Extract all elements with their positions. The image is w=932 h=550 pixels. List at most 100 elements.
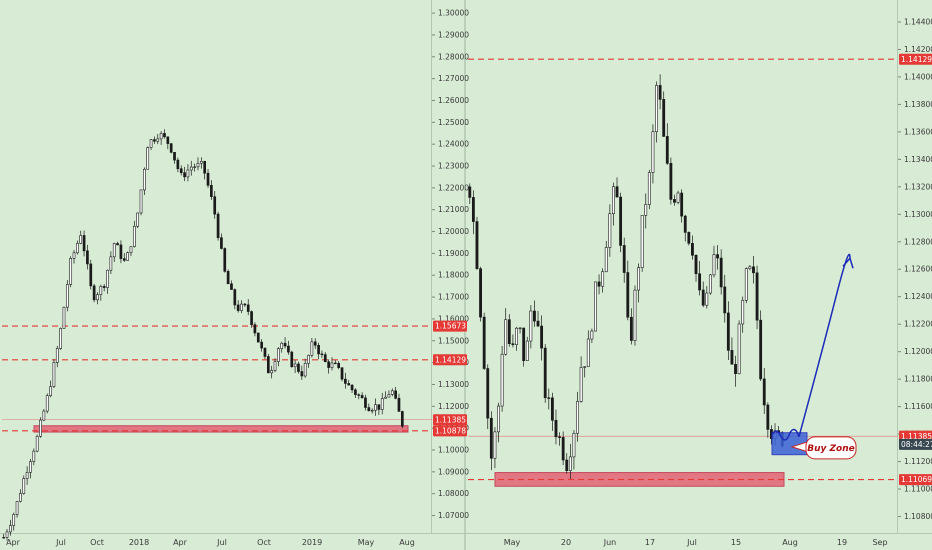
- candle-body: [210, 185, 213, 197]
- x-tick-label: May: [358, 538, 375, 547]
- candle-body: [759, 319, 763, 380]
- y-tick-label: 1.11800: [904, 375, 932, 384]
- candle-body: [698, 273, 702, 291]
- y-tick-label: 1.12000: [438, 402, 469, 411]
- candle-body: [507, 319, 511, 345]
- y-tick-label: 1.10000: [438, 445, 469, 454]
- candle-body: [394, 390, 397, 399]
- price-path-squiggle: [771, 428, 800, 441]
- candle-body: [166, 136, 170, 144]
- candle-body: [206, 172, 210, 186]
- right-chart-pane: Buy Zone 1.14400 1.14200 1.14000 1.13800 1.1…: [468, 17, 932, 547]
- candle-body: [655, 85, 658, 133]
- candle-body: [547, 397, 551, 399]
- candle-body: [65, 284, 69, 308]
- candle-body: [42, 410, 46, 421]
- candle-body: [159, 133, 163, 140]
- candle-body: [240, 303, 243, 311]
- candle-body: [15, 501, 19, 515]
- candle-body: [626, 272, 630, 318]
- candle-body: [644, 204, 648, 216]
- candle-body: [2, 537, 6, 539]
- candle-body: [35, 436, 39, 452]
- candle-body: [360, 395, 364, 399]
- candle-body: [471, 197, 475, 222]
- y-tick-label: 1.13000: [438, 380, 469, 389]
- candle-body: [712, 254, 716, 276]
- candle-body: [96, 294, 99, 301]
- x-tick-label: Aug: [399, 538, 415, 547]
- candle-body: [327, 361, 330, 368]
- y-tick-label: 1.16000: [438, 314, 469, 323]
- candle-body: [330, 362, 334, 368]
- candle-body: [337, 362, 341, 368]
- candle-body: [280, 342, 284, 349]
- candle-body: [5, 531, 9, 538]
- candle-body: [691, 243, 694, 256]
- candle-body: [169, 143, 173, 153]
- candle-body: [482, 316, 486, 369]
- candle-body: [310, 341, 314, 356]
- y-tick-label: 1.17000: [438, 293, 469, 302]
- candle-body: [357, 394, 361, 396]
- candle-body: [676, 192, 680, 203]
- candle-body: [525, 340, 529, 361]
- candle-body: [196, 162, 200, 168]
- candle-body: [29, 461, 32, 473]
- y-tick-label: 1.13400: [904, 155, 932, 164]
- x-tick-label: Jun: [603, 538, 617, 547]
- left-chart-pane: 1.30000 1.29000 1.28000 1.27000 1.26000 1.250…: [2, 9, 469, 547]
- y-tick-label: 1.07000: [438, 511, 469, 520]
- candle-body: [179, 168, 183, 173]
- x-tick-label: Jul: [686, 538, 697, 547]
- candle-body: [665, 136, 669, 164]
- y-tick-label: 1.10800: [904, 512, 932, 521]
- y-tick-label: 1.15000: [438, 336, 469, 345]
- x-tick-label: Aug: [782, 538, 798, 547]
- price-badge-label: 1.10878: [435, 426, 466, 435]
- candle-body: [253, 324, 257, 334]
- candle-body: [340, 367, 344, 380]
- candle-body: [156, 138, 160, 142]
- candle-body: [576, 401, 579, 434]
- candle-body: [119, 244, 123, 259]
- buy-zone-label: Buy Zone: [807, 444, 855, 454]
- y-tick-label: 1.30000: [438, 9, 469, 18]
- y-tick-label: 1.20000: [438, 227, 469, 236]
- candle-body: [550, 397, 554, 421]
- candle-body: [594, 281, 597, 332]
- candle-body: [766, 404, 770, 430]
- candle-body: [45, 395, 49, 412]
- x-tick-label: Apr: [6, 538, 21, 547]
- candle-body: [511, 343, 515, 346]
- candle-body: [129, 246, 133, 254]
- y-tick-label: 1.11200: [904, 457, 932, 466]
- candle-body: [612, 186, 615, 215]
- price-badge-label: 1.11385: [435, 415, 466, 424]
- candle-body: [640, 215, 644, 268]
- candle-body: [716, 254, 719, 259]
- candle-body: [176, 159, 180, 170]
- candle-body: [597, 281, 601, 287]
- candle-body: [139, 189, 143, 214]
- candle-body: [737, 323, 741, 374]
- candle-body: [300, 371, 304, 377]
- y-tick-label: 1.08000: [438, 489, 469, 498]
- y-tick-label: 1.25000: [438, 118, 469, 127]
- candle-body: [543, 347, 547, 399]
- candle-body: [307, 355, 310, 364]
- candle-body: [522, 327, 526, 361]
- candle-body: [633, 289, 637, 341]
- candle-body: [22, 478, 26, 494]
- candle-body: [109, 256, 113, 271]
- candle-body: [82, 235, 86, 252]
- candle-body: [99, 286, 103, 295]
- candle-body: [333, 362, 337, 365]
- candle-body: [504, 319, 508, 355]
- y-tick-label: 1.13800: [904, 100, 932, 109]
- candle-body: [619, 196, 623, 246]
- y-tick-label: 1.12200: [904, 320, 932, 329]
- candle-body: [126, 252, 129, 261]
- candle-body: [106, 269, 109, 288]
